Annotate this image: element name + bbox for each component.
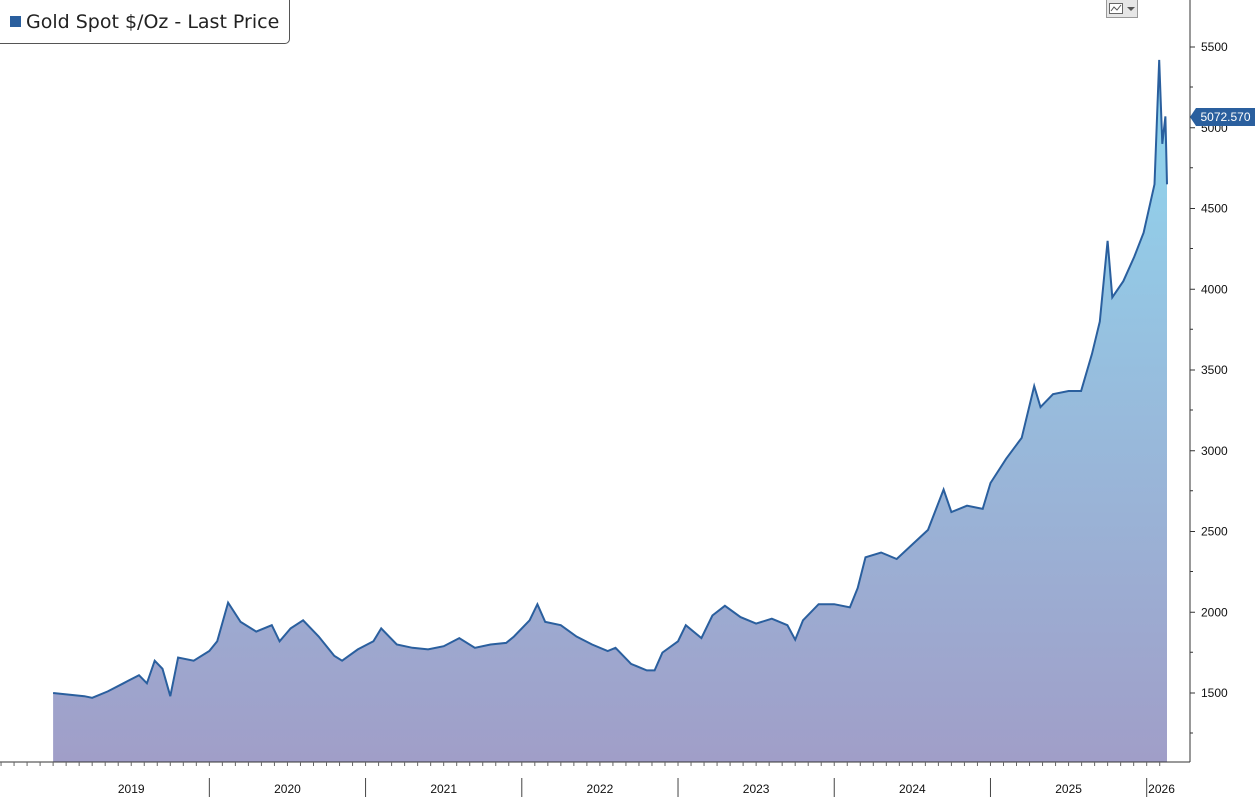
line-chart-icon bbox=[1109, 3, 1123, 14]
y-tick-label: 3000 bbox=[1201, 444, 1228, 458]
x-tick-label: 2024 bbox=[899, 782, 926, 796]
x-tick-label: 2023 bbox=[743, 782, 770, 796]
series-line-gold-spot bbox=[52, 59, 1168, 699]
y-tick-label: 4000 bbox=[1201, 282, 1228, 296]
chevron-down-icon bbox=[1127, 6, 1135, 11]
chart-type-button[interactable] bbox=[1106, 0, 1138, 18]
x-tick-label: 2025 bbox=[1055, 782, 1082, 796]
y-tick-label: 2500 bbox=[1201, 525, 1228, 539]
price-area-fill bbox=[53, 59, 1168, 762]
x-tick-label: 2026 bbox=[1148, 782, 1175, 796]
y-tick-label: 1500 bbox=[1201, 686, 1228, 700]
last-price-tag: 5072.570 bbox=[1190, 108, 1255, 126]
legend-label: Gold Spot $/Oz - Last Price bbox=[26, 10, 280, 33]
x-tick-label: 2022 bbox=[587, 782, 614, 796]
legend-swatch bbox=[10, 16, 21, 27]
x-tick-label: 2019 bbox=[118, 782, 145, 796]
y-tick-label: 2000 bbox=[1201, 605, 1228, 619]
y-tick-label: 5500 bbox=[1201, 40, 1228, 54]
x-tick-label: 2021 bbox=[430, 782, 457, 796]
y-tick-label: 3500 bbox=[1201, 363, 1228, 377]
x-tick-label: 2020 bbox=[274, 782, 301, 796]
x-axis: 2019 2020 2021 2022 2023 2024 2025 2026 bbox=[0, 761, 1190, 797]
y-tick-label: 4500 bbox=[1201, 202, 1228, 216]
legend: Gold Spot $/Oz - Last Price bbox=[0, 0, 290, 44]
